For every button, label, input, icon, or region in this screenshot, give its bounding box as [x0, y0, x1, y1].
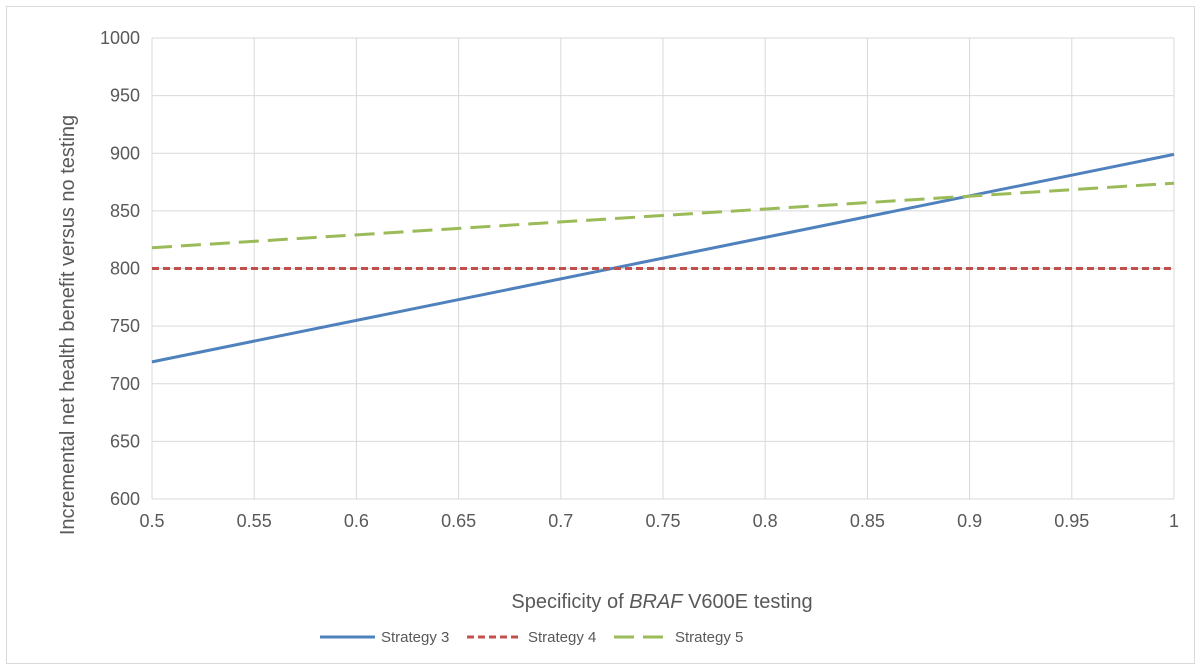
x-tick-labels: 0.5 0.55 0.6 0.65 0.7 0.75 0.8 0.85 0.9 0.95 1 — [139, 511, 1179, 531]
series-lines — [151, 152, 1175, 364]
x-tick-label: 0.5 — [139, 511, 164, 531]
x-tick-label: 0.65 — [441, 511, 476, 531]
x-tick-label: 1 — [1169, 511, 1179, 531]
legend-label: Strategy 4 — [528, 629, 596, 646]
x-tick-label: 0.8 — [753, 511, 778, 531]
y-tick-label: 600 — [110, 489, 140, 509]
legend-label: Strategy 5 — [675, 629, 743, 646]
y-tick-label: 800 — [110, 259, 140, 279]
x-axis-title-suffix: V600E testing — [683, 591, 813, 613]
x-tick-label: 0.75 — [645, 511, 680, 531]
x-axis-title: Specificity of BRAF V600E testing — [511, 591, 812, 613]
x-tick-label: 0.6 — [344, 511, 369, 531]
y-tick-label: 700 — [110, 374, 140, 394]
series-line-strategy-5 — [151, 181, 1175, 250]
y-tick-label: 1000 — [100, 28, 140, 48]
y-tick-label: 750 — [110, 316, 140, 336]
chart-frame — [6, 6, 1195, 664]
y-tick-label: 850 — [110, 201, 140, 221]
y-tick-label: 900 — [110, 143, 140, 163]
x-axis-title-italic: BRAF — [629, 591, 684, 613]
series-line-strategy-3 — [151, 152, 1175, 364]
y-tick-label: 650 — [110, 431, 140, 451]
x-axis-title-prefix: Specificity of — [511, 591, 629, 613]
y-axis-title: Incremental net health benefit versus no… — [57, 115, 79, 535]
x-tick-label: 0.55 — [237, 511, 272, 531]
x-tick-label: 0.7 — [548, 511, 573, 531]
legend-label: Strategy 3 — [381, 629, 449, 646]
y-tick-labels: 600 650 700 750 800 850 900 950 1000 — [100, 28, 140, 509]
x-tick-label: 0.9 — [957, 511, 982, 531]
x-tick-label: 0.85 — [850, 511, 885, 531]
y-tick-label: 950 — [110, 86, 140, 106]
legend: Strategy 3 Strategy 4 Strategy 5 — [320, 629, 743, 646]
x-tick-label: 0.95 — [1054, 511, 1089, 531]
